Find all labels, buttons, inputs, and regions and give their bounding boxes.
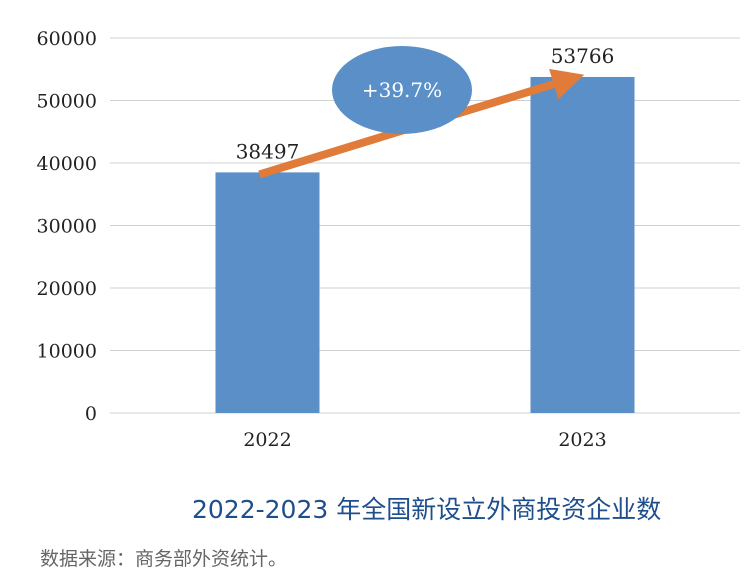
y-tick-label: 50000 [37,91,97,113]
growth-label: +39.7% [362,78,442,102]
x-tick-label: 2023 [558,429,606,451]
bar-chart: 0 10000 20000 30000 40000 50000 60000 2022 3849… [37,28,740,451]
y-tick-label: 10000 [37,341,97,363]
source-note: 数据来源：商务部外资统计。 [40,548,288,570]
bar [530,76,635,414]
growth-ellipse [332,46,472,134]
x-tick-label: 2022 [243,429,291,451]
growth-annotation: +39.7% [258,46,585,179]
bars [215,76,635,414]
data-label: 53766 [551,44,615,68]
y-tick-label: 0 [85,403,97,425]
data-label: 38497 [236,139,300,163]
y-tick-label: 30000 [37,216,97,238]
y-axis: 0 10000 20000 30000 40000 50000 60000 [37,28,97,425]
chart-title: 2022-2023 年全国新设立外商投资企业数 [192,495,662,524]
bar [215,172,320,413]
y-tick-label: 40000 [37,153,97,175]
y-tick-label: 20000 [37,278,97,300]
y-tick-label: 60000 [37,28,97,50]
labels: 2022 38497 2023 53766 [236,44,615,451]
